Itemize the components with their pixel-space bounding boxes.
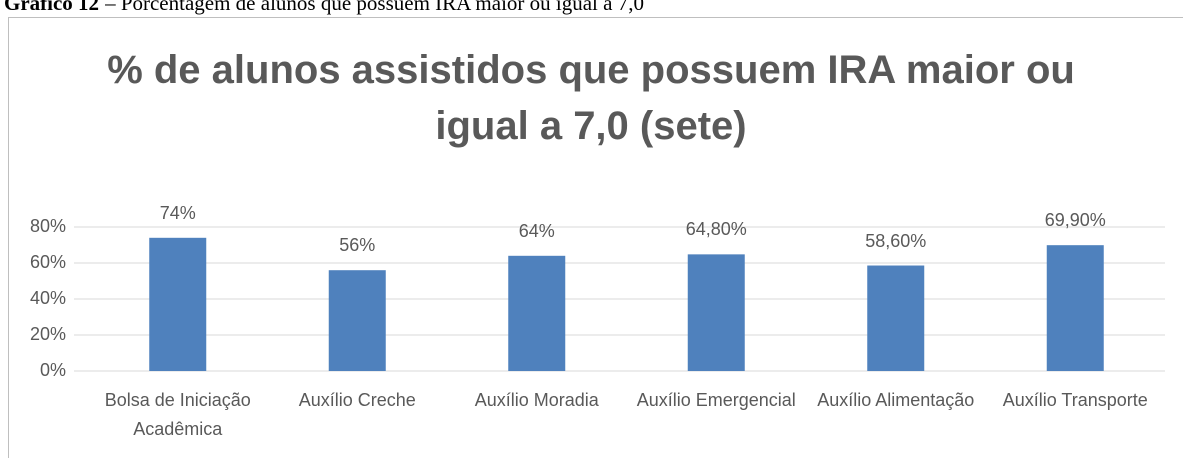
y-tick-label: 0% bbox=[39, 360, 66, 380]
chart-title: % de alunos assistidos que possuem IRA m… bbox=[107, 48, 1075, 148]
y-tick-label: 80% bbox=[29, 216, 66, 236]
bar bbox=[867, 265, 925, 371]
bar bbox=[508, 255, 566, 371]
caption: Gráfico 12 – Porcentagem de alunos que po… bbox=[4, 0, 644, 16]
x-tick-label: Auxílio Emergencial bbox=[636, 390, 796, 410]
data-label: 74% bbox=[159, 202, 196, 223]
y-tick-label: 60% bbox=[29, 252, 66, 272]
x-tick-label: Auxílio Creche bbox=[298, 390, 416, 410]
y-tick-label: 20% bbox=[29, 324, 66, 344]
bar bbox=[687, 254, 745, 371]
data-label: 58,60% bbox=[865, 230, 927, 251]
caption-label: Gráfico 12 bbox=[4, 0, 100, 15]
bar bbox=[328, 270, 386, 371]
bar bbox=[1046, 245, 1104, 371]
x-tick-label: Auxílio Transporte bbox=[1002, 390, 1148, 410]
caption-text: – Porcentagem de alunos que possuem IRA … bbox=[105, 0, 644, 15]
data-label: 56% bbox=[339, 235, 376, 256]
x-tick-label: Bolsa de Iniciação Acadêmica bbox=[104, 390, 251, 439]
bar bbox=[149, 237, 207, 371]
x-tick-label: Auxílio Alimentação bbox=[817, 390, 975, 410]
y-tick-label: 40% bbox=[29, 288, 66, 308]
x-tick-label: Auxílio Moradia bbox=[474, 390, 599, 410]
data-label: 64% bbox=[518, 220, 555, 241]
chart-frame bbox=[8, 17, 1183, 458]
data-label: 69,90% bbox=[1044, 210, 1106, 231]
data-label: 64,80% bbox=[685, 219, 747, 240]
